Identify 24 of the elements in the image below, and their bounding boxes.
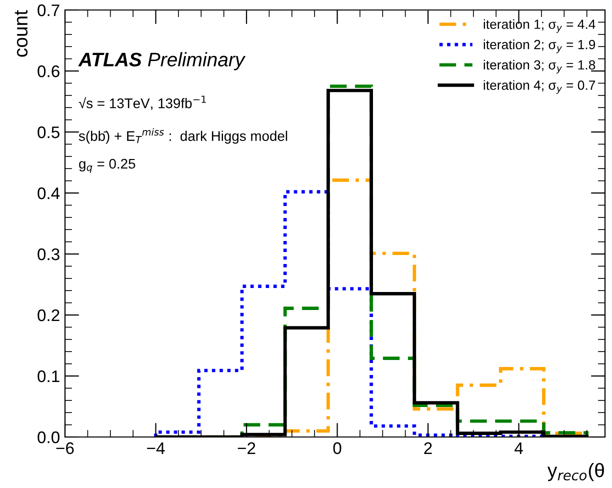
x-axis-title: y$_{reco}$(θ <box>547 462 604 482</box>
x-tick-label: 2 <box>424 442 432 454</box>
legend-label: iteration 2; σ$_{y}$ = 1.9 <box>484 40 596 54</box>
x-tick-label: −2 <box>238 442 256 454</box>
annotation: s(bb̄) + E$_{T}$$^{miss}$ : dark Higgs model <box>78 128 288 144</box>
legend-label: iteration 3; σ$_{y}$ = 1.8 <box>484 60 596 74</box>
y-tick-label: 0.6 <box>38 65 60 78</box>
legend-label: iteration 4; σ$_{y}$ = 0.7 <box>484 80 596 94</box>
y-tick-label: 0.5 <box>38 126 60 138</box>
y-tick-label: 0.2 <box>38 309 60 322</box>
x-tick-label: −4 <box>147 442 165 454</box>
x-tick-label: 0 <box>333 442 342 454</box>
x-tick-label: 4 <box>514 442 523 454</box>
y-tick-label: 0.4 <box>38 187 60 200</box>
y-tick-label: 0.3 <box>38 248 60 260</box>
y-axis-title: count <box>14 10 28 57</box>
x-tick-label: −6 <box>56 442 74 454</box>
y-tick-label: 0.1 <box>38 370 60 382</box>
annotation: √s = 13TeV, 139fb$^{−1}$ <box>78 96 206 110</box>
legend-label: iteration 1; σ$_{y}$ = 4.4 <box>484 19 596 33</box>
annotation: ATLAS Preliminary <box>78 52 246 70</box>
annotation: g$_{q}$ = 0.25 <box>79 158 136 173</box>
y-tick-label: 0.0 <box>38 431 60 444</box>
y-tick-label: 0.7 <box>38 4 60 16</box>
